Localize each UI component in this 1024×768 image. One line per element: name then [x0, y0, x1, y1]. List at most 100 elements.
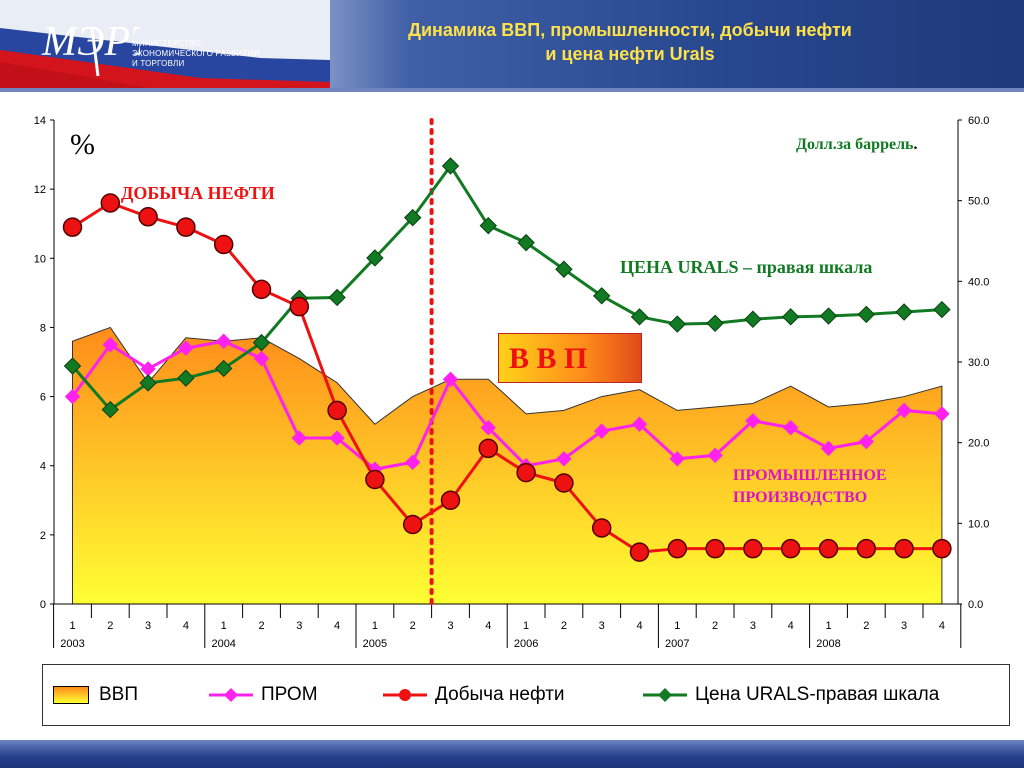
prom-point	[820, 440, 837, 457]
prom-point	[896, 402, 912, 419]
urals-point	[781, 308, 800, 326]
legend-item-urals: Цена URALS-правая шкала	[643, 665, 939, 725]
urals-point	[139, 374, 157, 392]
quarter-tick-label: 2	[863, 620, 869, 632]
right-tick-label: 20.0	[968, 438, 989, 450]
oil-point	[440, 490, 461, 511]
quarter-tick-label: 1	[221, 620, 227, 632]
urals-point	[857, 305, 876, 324]
left-tick-label: 10	[34, 253, 46, 265]
legend-prom-label: ПРОМ	[261, 684, 318, 705]
right-tick-label: 50.0	[968, 196, 989, 208]
oil-point	[894, 538, 914, 559]
prom-point	[64, 388, 81, 405]
oil-point	[743, 538, 763, 559]
legend-prom-marker-icon	[209, 688, 253, 702]
oil-point	[629, 542, 650, 562]
prom-annotation: ПРОМЫШЛЕННОЕ ПРОИЗВОДСТВО	[733, 465, 887, 509]
oil-point	[780, 538, 801, 559]
legend-urals-marker-icon	[643, 688, 687, 702]
urals-point	[592, 287, 611, 305]
oil-annotation: ДОБЫЧА НЕФТИ	[121, 183, 275, 203]
urals-point	[366, 249, 384, 267]
legend-item-gdp: ВВП	[53, 665, 138, 725]
oil-point	[667, 538, 688, 559]
oil-point	[554, 473, 574, 493]
oil-point	[213, 234, 234, 255]
right-tick-label: 30.0	[968, 357, 989, 369]
urals-point	[819, 307, 838, 325]
year-tick-label: 2003	[60, 638, 84, 650]
oil-point	[100, 193, 121, 213]
oil-point	[591, 518, 612, 538]
urals-point	[252, 333, 271, 352]
prom-point	[102, 337, 119, 353]
quarter-tick-label: 3	[296, 620, 302, 632]
quarter-tick-label: 2	[258, 620, 264, 632]
urals-point	[555, 260, 573, 278]
quarter-tick-label: 4	[788, 620, 794, 632]
quarter-tick-label: 3	[750, 620, 756, 632]
title-line-2: и цена нефти Urals	[545, 44, 715, 64]
oil-point	[327, 400, 347, 421]
year-tick-label: 2004	[211, 638, 235, 650]
logo-text: МЭРТ	[41, 19, 140, 65]
legend-oil-marker-icon	[383, 689, 427, 701]
urals-point	[744, 310, 762, 328]
year-tick-label: 2005	[363, 638, 387, 650]
slide-header: МЭРТ МИНИСТЕРСТВО ЭКОНОМИЧЕСКОГО РАЗВИТИ…	[0, 0, 1024, 92]
quarter-tick-label: 3	[447, 620, 453, 632]
quarter-tick-label: 2	[712, 620, 718, 632]
urals-point	[101, 400, 120, 419]
quarter-tick-label: 4	[334, 620, 340, 632]
legend-item-prom: ПРОМ	[209, 665, 318, 725]
ministry-line-1: МИНИСТЕРСТВО	[132, 39, 202, 48]
right-tick-label: 60.0	[968, 115, 989, 127]
quarter-tick-label: 2	[107, 620, 113, 632]
quarter-tick-label: 3	[901, 620, 907, 632]
right-tick-label: 40.0	[968, 276, 989, 288]
quarter-tick-label: 3	[145, 620, 151, 632]
oil-point	[818, 538, 839, 559]
prom-point	[782, 419, 799, 436]
prom-point	[631, 416, 648, 432]
prom-point	[669, 451, 686, 467]
ministry-logo-icon: МЭРТ	[41, 19, 140, 77]
quarter-tick-label: 4	[939, 620, 945, 632]
urals-point	[479, 216, 498, 235]
oil-point	[365, 469, 385, 490]
right-axis-unit-label: Долл.за баррель.	[796, 136, 918, 154]
prom-point	[480, 419, 497, 436]
legend-oil-label: Добыча нефти	[435, 684, 565, 705]
left-tick-label: 0	[40, 599, 46, 611]
prom-point	[556, 451, 572, 467]
oil-point	[251, 279, 272, 300]
urals-point	[63, 357, 82, 375]
legend-gdp-swatch-icon	[53, 686, 89, 704]
quarter-tick-label: 3	[599, 620, 605, 632]
slide-footer	[0, 740, 1024, 768]
urals-point	[177, 369, 195, 387]
prom-point	[253, 350, 270, 367]
left-tick-label: 14	[34, 115, 46, 127]
urals-point	[517, 233, 535, 252]
ministry-line-3: И ТОРГОВЛИ	[132, 59, 185, 68]
quarter-tick-label: 2	[410, 620, 416, 632]
prom-annotation-line-1: ПРОМЫШЛЕННОЕ	[733, 467, 887, 484]
quarter-tick-label: 1	[69, 620, 75, 632]
prom-annotation-line-2: ПРОИЗВОДСТВО	[733, 489, 868, 506]
right-axis-unit-dot: .	[913, 136, 918, 153]
ministry-name: МИНИСТЕРСТВО ЭКОНОМИЧЕСКОГО РАЗВИТИЯ И Т…	[132, 39, 260, 69]
urals-series	[63, 157, 951, 419]
left-tick-label: 4	[40, 461, 46, 473]
title-line-1: Динамика ВВП, промышленности, добычи неф…	[408, 20, 852, 40]
prom-point	[934, 406, 950, 422]
oil-point	[856, 538, 877, 559]
left-tick-label: 12	[34, 184, 46, 196]
oil-point	[516, 462, 536, 483]
year-tick-label: 2006	[514, 638, 538, 650]
prom-point	[404, 454, 421, 470]
quarter-tick-label: 1	[674, 620, 680, 632]
